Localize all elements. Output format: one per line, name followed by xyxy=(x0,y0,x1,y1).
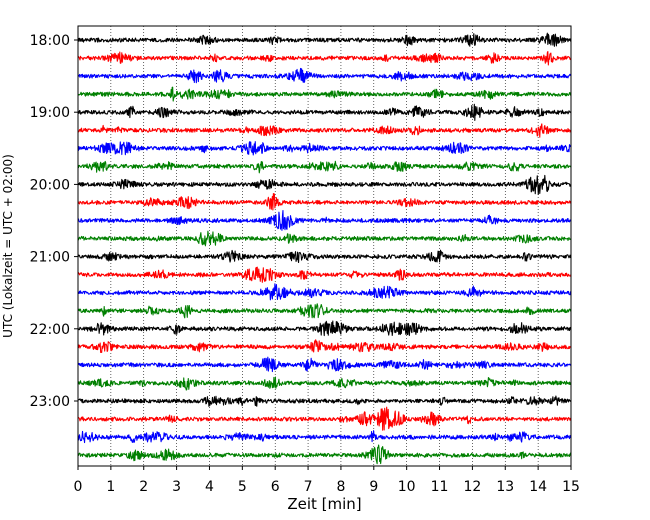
x-tick-label: 2 xyxy=(139,479,148,495)
seismic-trace xyxy=(77,230,572,247)
y-tick-label: 21:00 xyxy=(30,250,70,266)
x-tick-label: 10 xyxy=(398,479,416,495)
x-tick-label: 6 xyxy=(271,479,280,495)
x-tick-label: 9 xyxy=(369,479,378,495)
plot-area-frame xyxy=(77,25,572,467)
y-tick-label: 22:00 xyxy=(30,322,70,338)
seismic-traces xyxy=(77,32,572,465)
seismic-trace xyxy=(77,249,572,264)
seismic-trace xyxy=(77,376,572,391)
seismic-trace xyxy=(77,50,572,66)
seismic-trace xyxy=(77,303,572,319)
seismic-trace xyxy=(77,283,572,301)
seismic-trace xyxy=(77,160,572,174)
y-axis-ticks: 18:00 19:00 20:00 21:00 22:00 23:00 xyxy=(30,33,78,410)
seismic-trace xyxy=(77,320,572,337)
x-axis-label: Zeit [min] xyxy=(287,495,361,513)
seismic-trace xyxy=(77,266,572,283)
y-tick-label: 20:00 xyxy=(30,177,70,193)
x-tick-label: 4 xyxy=(205,479,214,495)
seismic-trace xyxy=(77,430,572,444)
y-tick-label: 18:00 xyxy=(30,33,70,49)
seismic-trace xyxy=(77,339,572,353)
seismic-trace xyxy=(77,395,572,407)
seismic-trace xyxy=(77,210,572,231)
seismic-trace xyxy=(77,67,572,84)
grid-lines xyxy=(110,26,539,466)
x-axis-ticks: 0 1 2 3 4 5 6 7 8 9 10 11 12 13 14 15 xyxy=(74,466,580,495)
x-tick-label: 3 xyxy=(172,479,181,495)
y-axis-label: UTC (Lokalzeit = UTC + 02:00) xyxy=(1,154,15,338)
seismic-trace xyxy=(77,141,572,156)
x-tick-label: 0 xyxy=(74,479,83,495)
seismic-trace xyxy=(77,86,572,102)
seismic-trace xyxy=(77,174,572,195)
y-tick-label: 19:00 xyxy=(30,105,70,121)
seismic-trace xyxy=(77,193,572,211)
x-tick-label: 11 xyxy=(431,479,449,495)
seismic-trace xyxy=(77,406,572,431)
x-tick-label: 13 xyxy=(496,479,514,495)
seismic-trace xyxy=(77,123,572,138)
x-tick-label: 12 xyxy=(463,479,481,495)
seismic-trace xyxy=(77,444,572,465)
x-tick-label: 8 xyxy=(336,479,345,495)
seismic-trace xyxy=(77,103,572,121)
x-tick-label: 7 xyxy=(304,479,313,495)
x-tick-label: 1 xyxy=(106,479,115,495)
seismic-trace xyxy=(77,356,572,373)
x-tick-label: 14 xyxy=(529,479,547,495)
x-tick-label: 15 xyxy=(562,479,580,495)
seismic-trace xyxy=(77,32,572,47)
y-tick-label: 23:00 xyxy=(30,394,70,410)
x-tick-label: 5 xyxy=(238,479,247,495)
